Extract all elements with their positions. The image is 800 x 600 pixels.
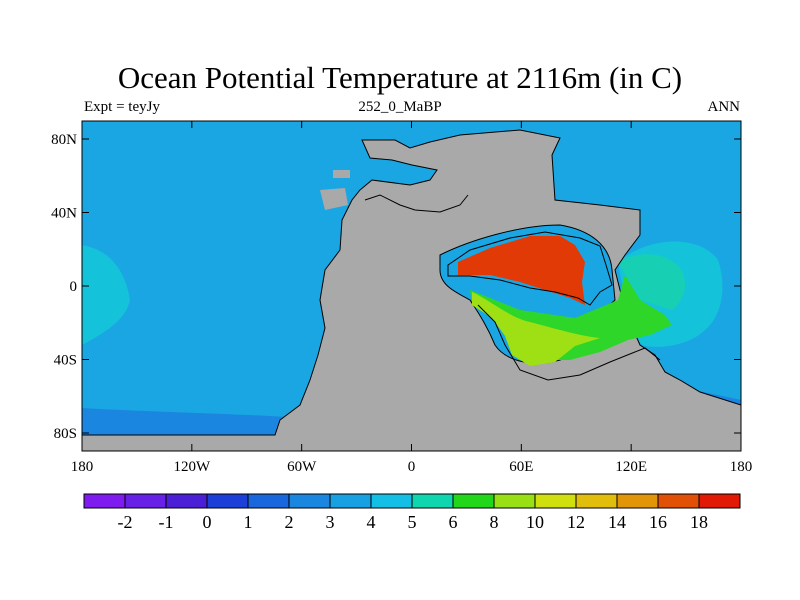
x-tick-label: 120W [173,459,211,475]
x-tick-label: 60W [287,459,317,475]
colorbar-swatch [83,493,126,509]
colorbar-label: 6 [449,512,458,532]
y-tick-label: 0 [70,279,78,295]
colorbar-label: 5 [408,512,417,532]
colorbar-label: -1 [159,512,174,532]
experiment-label: Expt = teyJy [84,99,160,115]
ocean-west-band [82,245,130,345]
colorbar-swatch [575,493,618,509]
colorbar-swatch [165,493,208,509]
colorbar-swatch [616,493,659,509]
x-tick-label: 60E [509,459,533,475]
colorbar-label: 3 [326,512,335,532]
colorbar-swatch [411,493,454,509]
y-tick-marks: 80N 40N 0 40S 80S [51,132,741,442]
colorbar-swatch [247,493,290,509]
time-label: 252_0_MaBP [358,99,442,115]
x-tick-label: 180 [71,459,94,475]
coastline-inner [447,231,613,306]
colorbar-swatch [206,493,249,509]
colorbar-label: 12 [567,512,585,532]
x-tick-label: 180 [730,459,753,475]
colorbar-swatch [288,493,331,509]
colorbar-swatch [329,493,372,509]
x-tick-label: 0 [408,459,416,475]
map-panel [81,120,742,452]
y-tick-label: 80S [54,426,77,442]
colorbar-label: 8 [490,512,499,532]
land-north-bit [333,170,350,178]
colorbar-label: 14 [608,512,626,532]
colorbar-swatch [657,493,700,509]
x-tick-marks: 180 120W 60W 0 60E 120E 180 [71,121,753,475]
y-tick-label: 80N [51,132,77,148]
colorbar-swatch [370,493,413,509]
ocean-south-band [82,408,300,435]
tethys-yellowgreen [472,292,600,366]
colorbar-swatch [493,493,536,509]
coastline-south [477,304,661,381]
colorbar-label: 0 [203,512,212,532]
colorbar-label: 10 [526,512,544,532]
colorbar-label: 16 [649,512,667,532]
colorbar-swatch [452,493,495,509]
colorbar-label: 1 [244,512,253,532]
colorbar-swatch [124,493,167,509]
map-title: Ocean Potential Temperature at 2116m (in… [117,60,683,95]
tethys-warm-core [458,236,585,305]
colorbar-label: 18 [690,512,708,532]
y-tick-label: 40N [51,206,77,222]
colorbar-label: -2 [118,512,133,532]
ocean-east-cyan [618,254,686,310]
land-north-small [320,188,348,210]
season-label: ANN [707,99,741,115]
y-tick-label: 40S [54,353,77,369]
colorbar: -2 -1 0 1 2 3 4 5 6 8 10 12 14 16 18 [83,493,741,532]
colorbar-swatch [534,493,577,509]
x-tick-label: 120E [615,459,647,475]
colorbar-label: 2 [285,512,294,532]
colorbar-swatch [698,493,741,509]
colorbar-label: 4 [367,512,376,532]
coastline-north [364,194,469,213]
